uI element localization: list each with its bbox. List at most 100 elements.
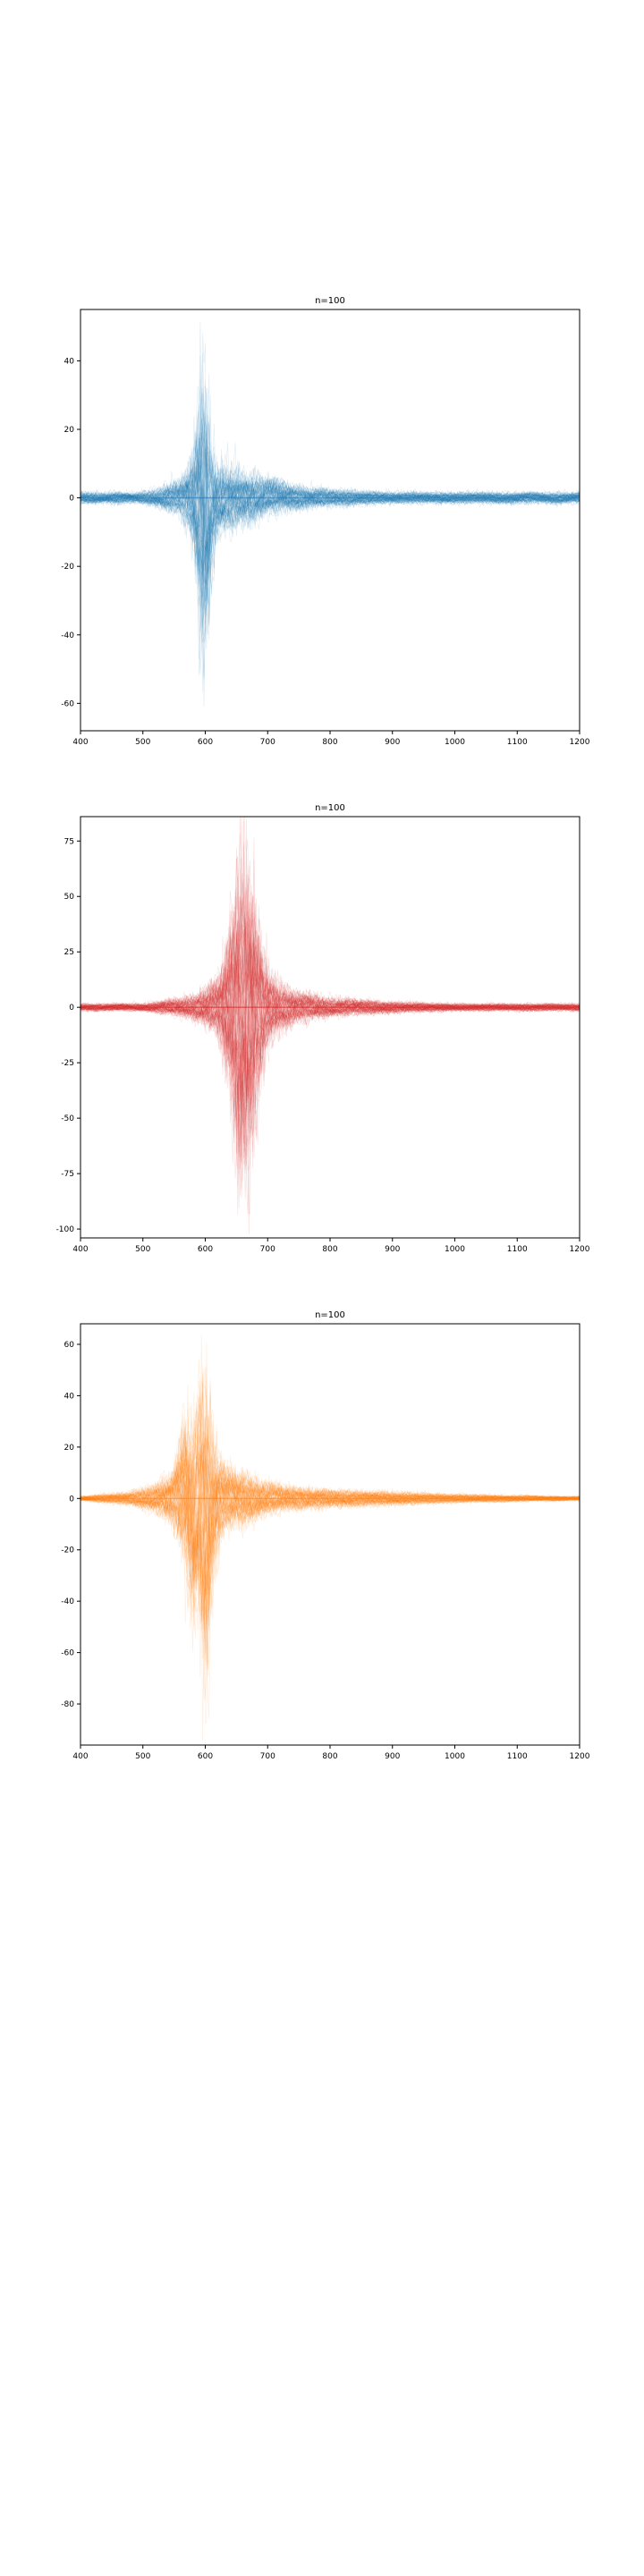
trace-79 bbox=[80, 1418, 580, 1622]
trace-23 bbox=[80, 440, 580, 541]
x-tick-label: 400 bbox=[72, 1752, 88, 1761]
trace-14 bbox=[80, 393, 580, 538]
trace-28 bbox=[80, 910, 580, 1215]
trace-58 bbox=[80, 911, 580, 1034]
x-tick-label: 1000 bbox=[445, 738, 465, 747]
trace-56 bbox=[80, 914, 580, 1046]
trace-77 bbox=[80, 859, 580, 1123]
trace-83 bbox=[80, 452, 580, 556]
trace-35 bbox=[80, 935, 580, 1141]
trace-51 bbox=[80, 460, 580, 575]
y-tick-label: 0 bbox=[69, 1495, 74, 1504]
trace-90 bbox=[80, 817, 580, 1097]
trace-10 bbox=[80, 893, 580, 1051]
trace-45 bbox=[80, 1406, 580, 1631]
trace-90 bbox=[80, 454, 580, 542]
trace-56 bbox=[80, 1459, 580, 1630]
trace-41 bbox=[80, 449, 580, 692]
trace-34 bbox=[80, 463, 580, 563]
trace-50 bbox=[80, 480, 580, 574]
trace-41 bbox=[80, 820, 580, 1060]
y-tick-label: 25 bbox=[64, 948, 74, 957]
trace-33 bbox=[80, 390, 580, 532]
trace-85 bbox=[80, 412, 580, 528]
trace-67 bbox=[80, 925, 580, 1166]
trace-57 bbox=[80, 1358, 580, 1540]
trace-66 bbox=[80, 387, 580, 543]
trace-69 bbox=[80, 923, 580, 1050]
x-tick-label: 600 bbox=[198, 1245, 213, 1254]
trace-85 bbox=[80, 966, 580, 1166]
trace-24 bbox=[80, 919, 580, 1166]
trace-79 bbox=[80, 486, 580, 597]
trace-55 bbox=[80, 374, 580, 530]
trace-42 bbox=[80, 970, 580, 1054]
trace-91 bbox=[80, 411, 580, 555]
trace-68 bbox=[80, 468, 580, 623]
trace-38 bbox=[80, 1435, 580, 1527]
trace-68 bbox=[80, 1423, 580, 1550]
trace-62 bbox=[80, 905, 580, 1049]
trace-70 bbox=[80, 1457, 580, 1565]
trace-48 bbox=[80, 1420, 580, 1640]
trace-28 bbox=[80, 409, 580, 537]
trace-28 bbox=[80, 1425, 580, 1676]
x-tick-label: 1200 bbox=[570, 1752, 590, 1761]
trace-26 bbox=[80, 1439, 580, 1702]
trace-32 bbox=[80, 964, 580, 1072]
trace-67 bbox=[80, 424, 580, 528]
trace-80 bbox=[80, 1426, 580, 1700]
trace-93 bbox=[80, 1451, 580, 1528]
trace-81 bbox=[80, 913, 580, 1152]
trace-23 bbox=[80, 1383, 580, 1638]
trace-100 bbox=[80, 469, 580, 547]
y-tick-label: -40 bbox=[61, 631, 74, 640]
trace-89 bbox=[80, 449, 580, 635]
trace-57 bbox=[80, 432, 580, 520]
trace-39 bbox=[80, 1441, 580, 1659]
x-tick-label: 800 bbox=[322, 1245, 337, 1254]
trace-86 bbox=[80, 1445, 580, 1622]
trace-73 bbox=[80, 934, 580, 1168]
trace-21 bbox=[80, 447, 580, 558]
trace-61 bbox=[80, 949, 580, 1215]
trace-50 bbox=[80, 1394, 580, 1621]
y-tick-label: -75 bbox=[61, 1170, 74, 1179]
trace-63 bbox=[80, 1441, 580, 1529]
trace-49 bbox=[80, 934, 580, 1061]
x-tick-label: 400 bbox=[72, 1245, 88, 1254]
trace-94 bbox=[80, 1436, 580, 1555]
x-tick-label: 1200 bbox=[570, 1245, 590, 1254]
trace-77 bbox=[80, 356, 580, 523]
trace-47 bbox=[80, 1459, 580, 1678]
trace-99 bbox=[80, 908, 580, 1170]
trace-29 bbox=[80, 1420, 580, 1655]
trace-21 bbox=[80, 897, 580, 1208]
trace-70 bbox=[80, 469, 580, 643]
trace-91 bbox=[80, 916, 580, 1134]
trace-82 bbox=[80, 1429, 580, 1603]
trace-62 bbox=[80, 1445, 580, 1669]
trace-13 bbox=[80, 1413, 580, 1741]
trace-50 bbox=[80, 936, 580, 1097]
trace-27 bbox=[80, 437, 580, 555]
trace-89 bbox=[80, 920, 580, 1234]
trace-31 bbox=[80, 865, 580, 1058]
y-tick-label: 40 bbox=[64, 357, 75, 366]
trace-60 bbox=[80, 352, 580, 534]
chart-title: n=100 bbox=[315, 296, 345, 306]
trace-4 bbox=[80, 1414, 580, 1536]
trace-75 bbox=[80, 1469, 580, 1581]
trace-27 bbox=[80, 1460, 580, 1613]
trace-80 bbox=[80, 868, 580, 1073]
trace-96 bbox=[80, 1436, 580, 1608]
x-tick-label: 900 bbox=[385, 1752, 400, 1761]
trace-40 bbox=[80, 428, 580, 523]
trace-47 bbox=[80, 900, 580, 1045]
trace-37 bbox=[80, 469, 580, 616]
trace-59 bbox=[80, 891, 580, 1174]
traces bbox=[80, 321, 580, 707]
trace-5 bbox=[80, 1372, 580, 1550]
trace-37 bbox=[80, 905, 580, 1107]
